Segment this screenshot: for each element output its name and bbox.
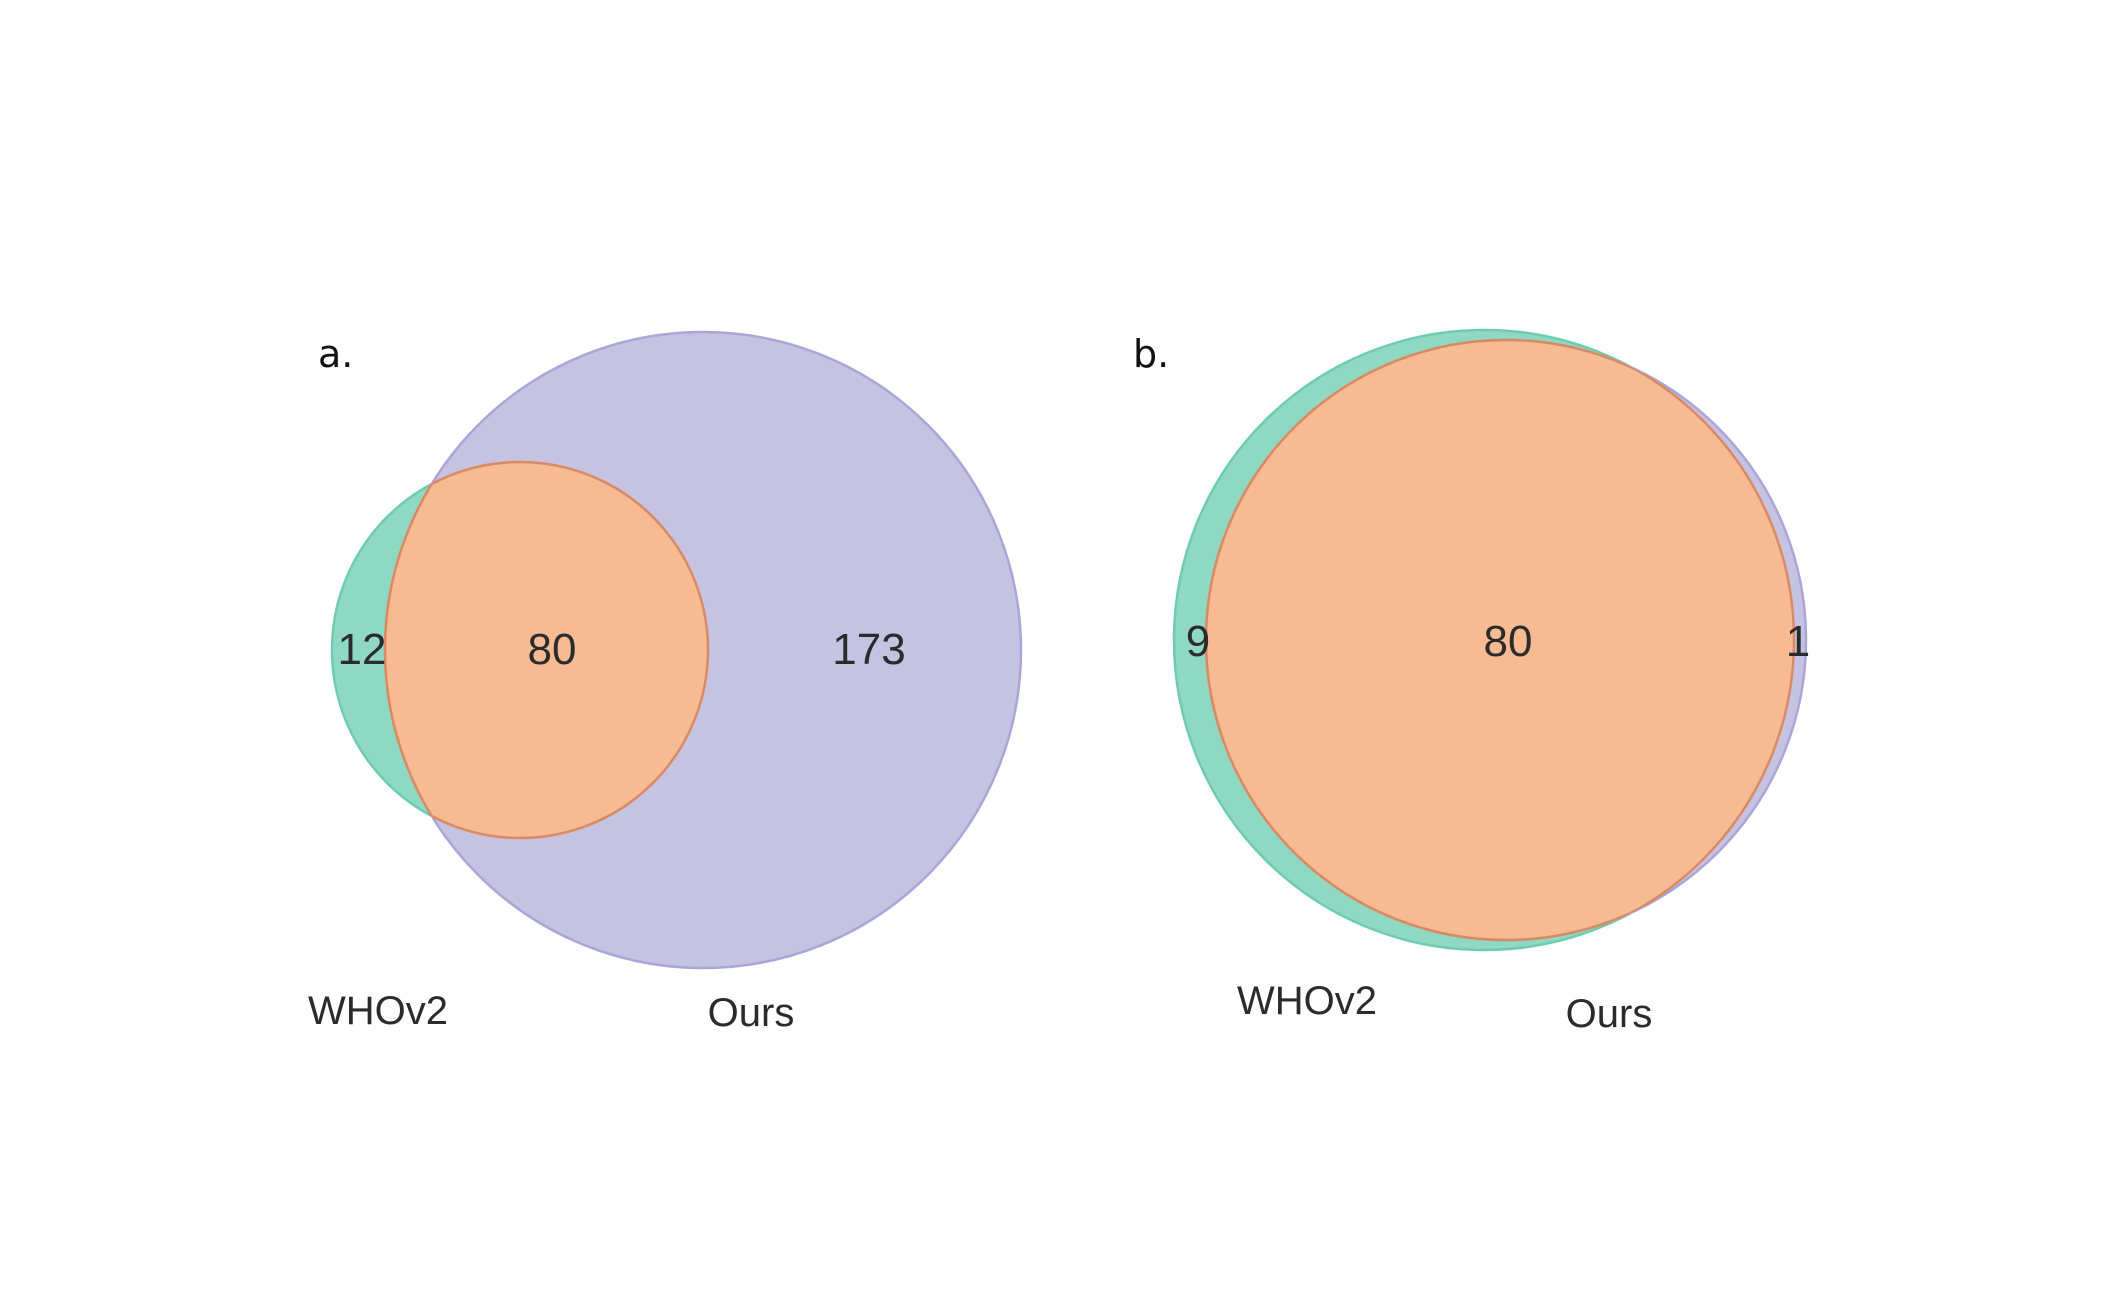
panel-a-set-label-ours: Ours [708, 991, 795, 1035]
panel-b-count-ours-only: 1 [1786, 617, 1810, 666]
panel-b-intersection-outline-ours [1204, 338, 1794, 942]
panel-a-intersection-region [385, 462, 708, 838]
panel-a-set-label-whov2: WHOv2 [308, 989, 448, 1033]
panel-b-intersection-region [1206, 340, 1794, 940]
panel-b-intersection-edge-left [1206, 340, 1796, 940]
panel-b-set-label-ours: Ours [1566, 992, 1653, 1036]
panel-a-intersection-fill [385, 462, 708, 838]
panel-a-count-both: 80 [528, 625, 577, 674]
panel-b-intersection-outline-whov2 [1206, 340, 1796, 940]
panel-a-count-ours-only: 173 [832, 625, 905, 674]
panel-b-count-whov2-only: 9 [1186, 617, 1210, 666]
panel-a-label: a. [318, 332, 353, 376]
panel-b-intersection-edge-right [1204, 338, 1794, 942]
panel-b-set-label-whov2: WHOv2 [1237, 979, 1377, 1023]
panel-a-intersection-edge-left [385, 460, 710, 840]
panel-b-count-both: 80 [1484, 617, 1533, 666]
panel-b-label: b. [1133, 332, 1169, 376]
panel-a-count-whov2-only: 12 [338, 625, 387, 674]
panel-a-diagram [330, 330, 1023, 970]
venn-panel-a: a. 12 80 173 WHOv2 Ours [308, 330, 1023, 1035]
panel-a-intersection-outline-ours [383, 462, 708, 838]
venn-panel-b: b. 9 80 1 WHOv2 Ours [1133, 328, 1810, 1036]
panel-b-diagram [1172, 328, 1808, 952]
panel-a-intersection-edge-right [383, 462, 708, 838]
panel-b-intersection-fill [1206, 340, 1794, 940]
panel-a-intersection-outline-whov2 [385, 460, 710, 840]
